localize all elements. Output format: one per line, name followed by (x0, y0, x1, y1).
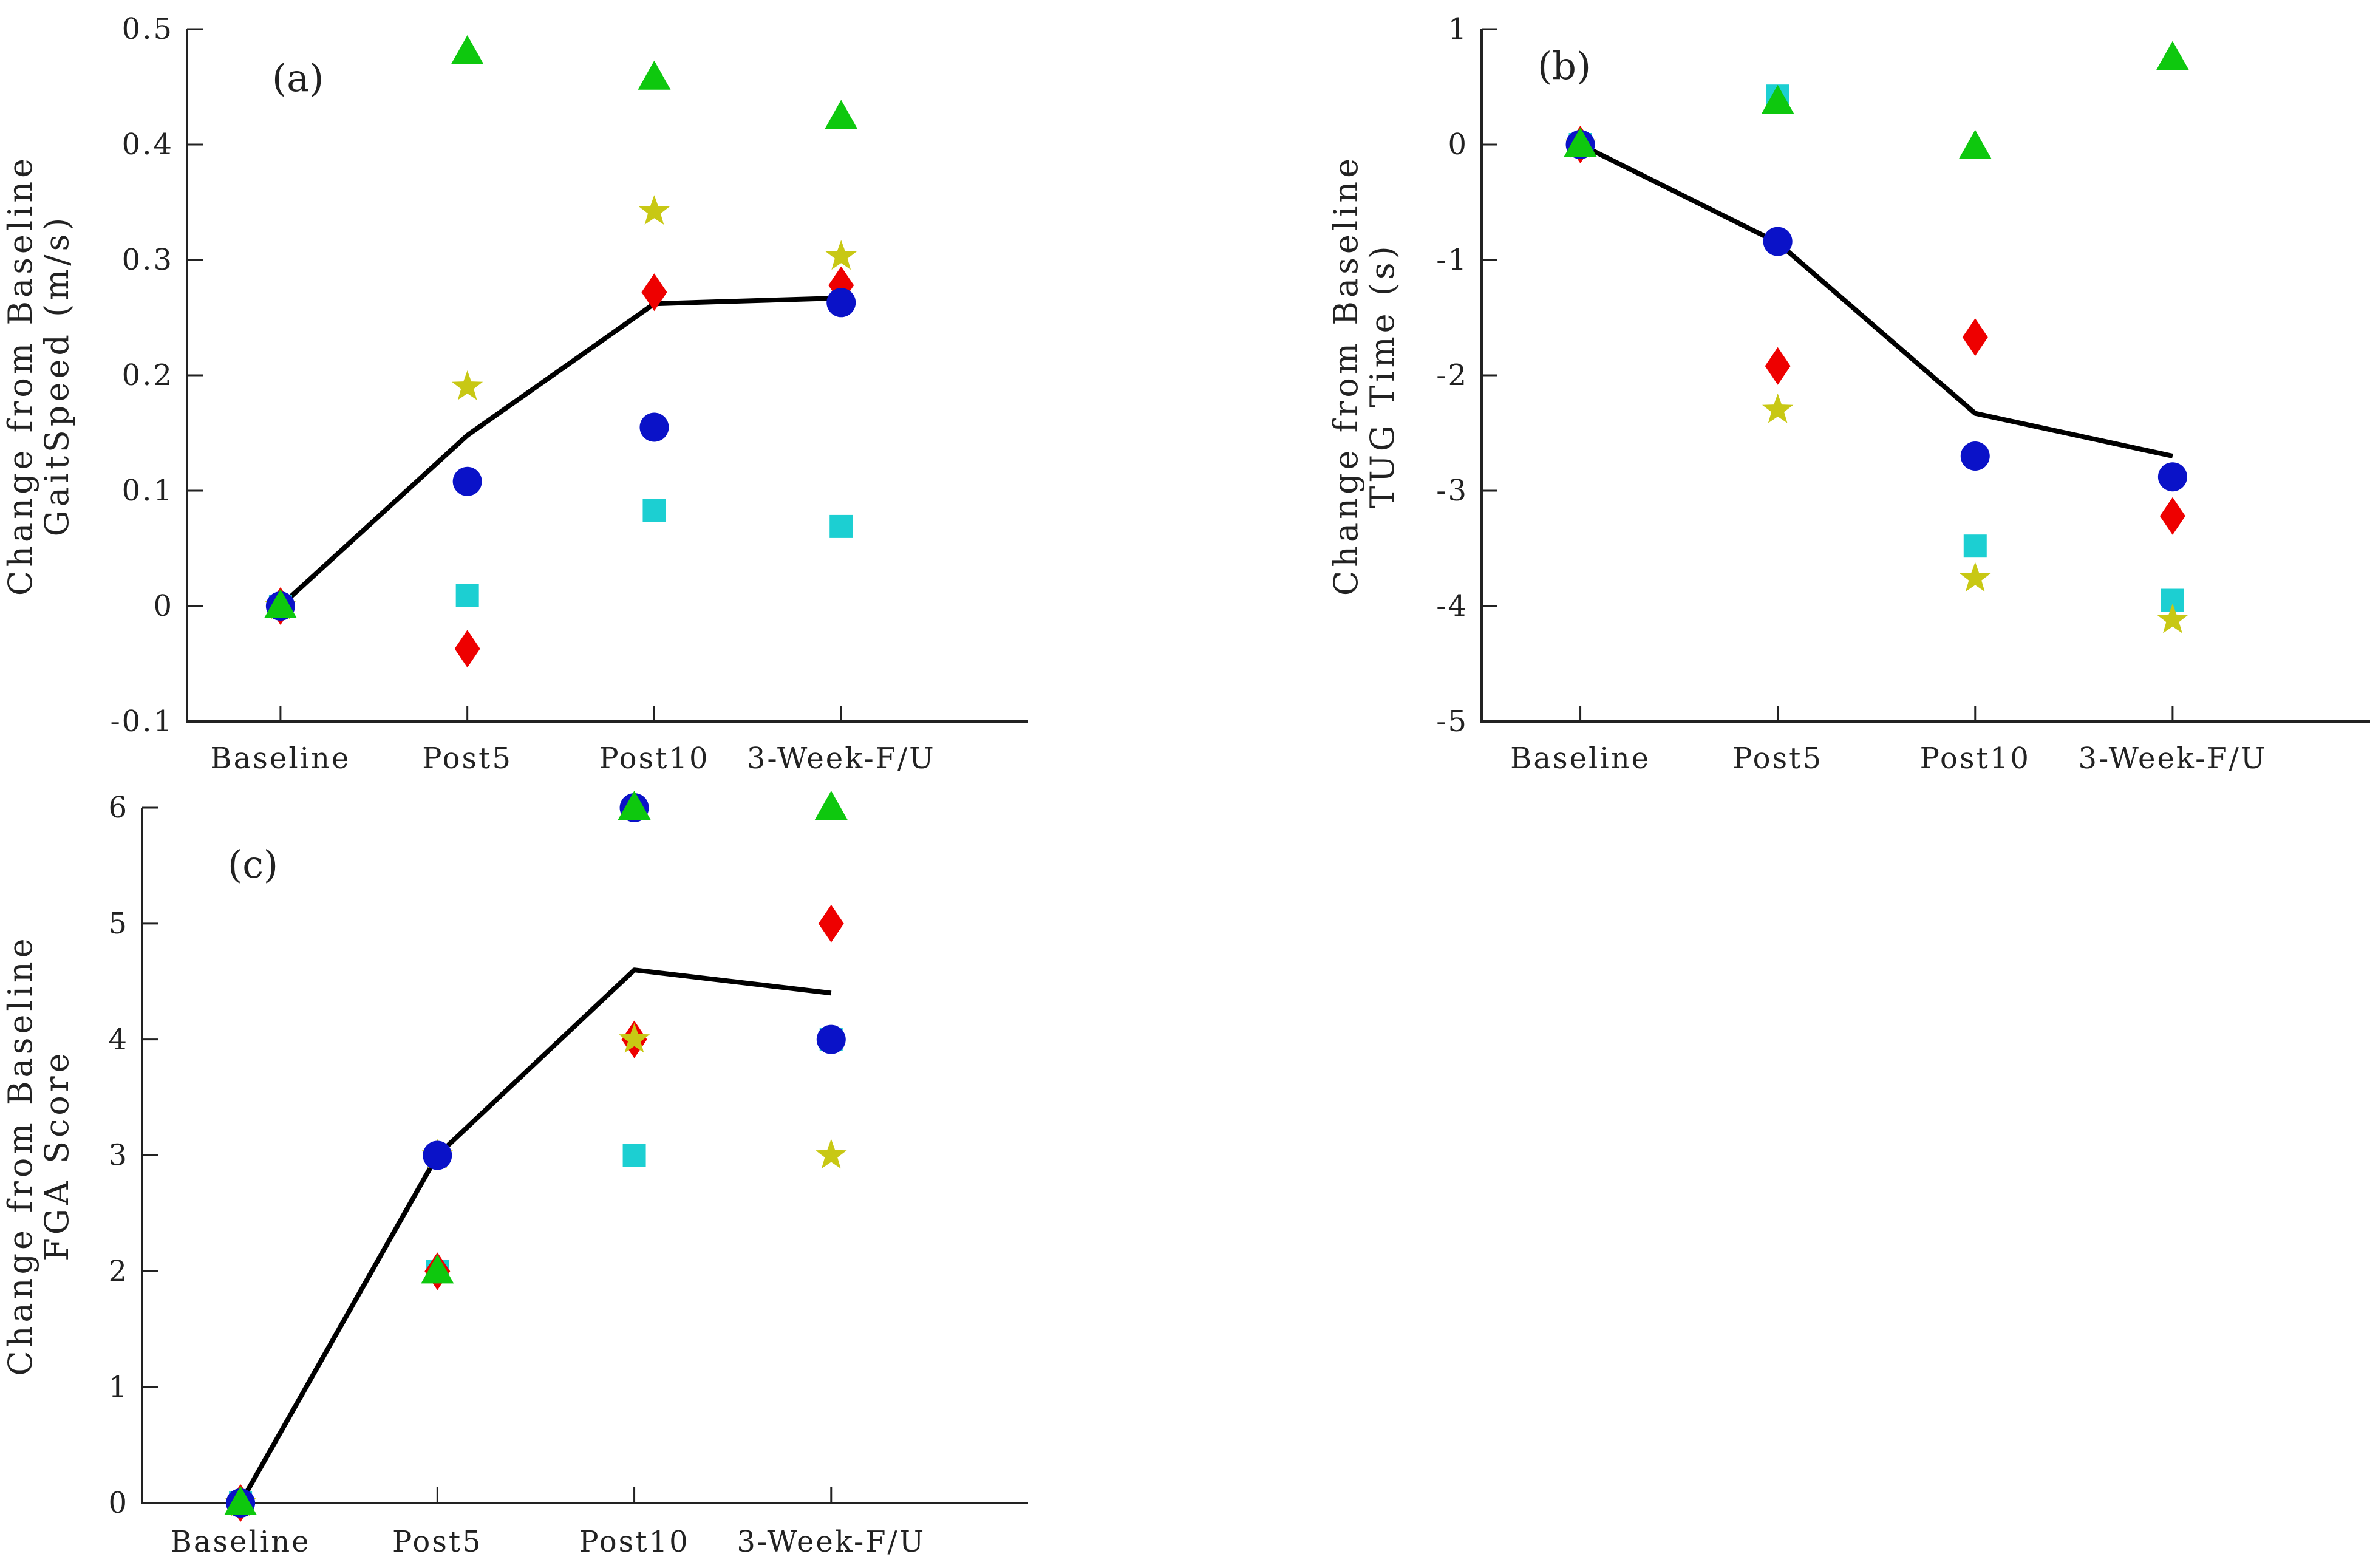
diamond-point (454, 630, 480, 668)
circle-point (639, 412, 669, 442)
y-tick-label: 0.5 (122, 12, 174, 46)
panel-a: -0.1 0 0.1 0.2 0.3 0.4 0.5 Baseline Post5 Post10 3… (1, 12, 1028, 775)
y-tick-label: 0 (153, 589, 174, 623)
square-point (455, 584, 479, 607)
y-tick-label: -2 (1436, 358, 1468, 392)
star-point (618, 1023, 650, 1053)
mean-line (238, 967, 832, 1504)
panel-b: -5 -4 -3 -2 -1 0 1 Baseline Post5 Post10 3-Week-F/… (1327, 12, 2370, 775)
star-point (452, 370, 483, 400)
y-tick-label: -4 (1436, 589, 1468, 623)
square-point (829, 514, 853, 538)
triangle-point (638, 60, 671, 90)
triangle-point (814, 791, 848, 820)
triangle-point (1958, 129, 1992, 159)
y-axis-title-line1: Change from Baseline (1327, 155, 1365, 596)
circle-point (1960, 441, 1990, 471)
panel-label: (b) (1537, 44, 1591, 88)
x-tick-label: Baseline (1510, 741, 1650, 775)
triangle-point (1761, 84, 1794, 114)
triangle-point (2156, 41, 2189, 70)
x-tick-label: 3-Week-F/U (737, 1525, 925, 1559)
square-point (1963, 534, 1987, 558)
x-tick-label: Post5 (1732, 741, 1823, 775)
x-tick-label: Baseline (210, 741, 350, 775)
triangle-point (264, 589, 297, 618)
diamond-point (1765, 347, 1791, 385)
y-tick-label: -3 (1436, 474, 1468, 508)
x-tick-label: Baseline (171, 1525, 311, 1559)
y-tick-label: 2 (108, 1254, 129, 1288)
diamond-point (641, 273, 667, 312)
y-tick-label: -5 (1436, 704, 1468, 738)
y-axis-title-line1: Change from Baseline (1, 935, 39, 1375)
x-tick-label: Post10 (599, 741, 709, 775)
diamond-point (2159, 497, 2185, 535)
y-axis-title-line2: GaitSpeed (m/s) (38, 214, 76, 537)
mean-line (1579, 142, 2173, 458)
circle-point (816, 1024, 846, 1054)
circle-point (1763, 227, 1793, 256)
y-tick-label: 1 (1448, 12, 1468, 46)
diamond-point (818, 904, 844, 943)
star-point (1960, 562, 1991, 592)
y-tick-label: 0.1 (122, 474, 174, 508)
diamond-point (1962, 318, 1988, 356)
y-tick-label: 3 (108, 1139, 129, 1173)
square-point (642, 499, 666, 522)
star-point (1762, 394, 1794, 423)
triangle-point (421, 1254, 454, 1284)
y-tick-label: -1 (1436, 243, 1468, 277)
y-tick-label: 1 (108, 1370, 129, 1404)
x-tick-label: Post10 (579, 1525, 689, 1559)
x-tick-label: Post10 (1920, 741, 2031, 775)
y-tick-label: 4 (108, 1023, 129, 1057)
triangle-point (451, 35, 484, 64)
star-point (825, 240, 857, 270)
y-tick-label: 0 (108, 1486, 129, 1520)
circle-point (826, 288, 856, 318)
y-tick-label: 5 (108, 907, 129, 941)
x-tick-label: 3-Week-F/U (2079, 741, 2267, 775)
star-point (638, 195, 670, 225)
triangle-point (224, 1486, 257, 1515)
y-tick-label: 0.2 (122, 358, 174, 392)
panel-label: (a) (272, 56, 324, 100)
y-tick-label: 0 (1448, 128, 1468, 162)
panel-c: 0 1 2 3 4 5 6 Baseline Post5 Post10 3-Week-F/U Chan… (1, 791, 1028, 1559)
circle-point (423, 1140, 452, 1170)
star-point (2157, 603, 2188, 633)
square-point (622, 1144, 646, 1167)
y-tick-label: -0.1 (110, 704, 174, 738)
mean-line (279, 295, 842, 608)
star-point (816, 1139, 847, 1169)
y-axis-title-line2: TUG Time (s) (1363, 242, 1401, 508)
y-tick-label: 6 (108, 791, 129, 825)
y-axis-title-line1: Change from Baseline (1, 155, 39, 596)
y-axis-title-line2: FGA Score (38, 1049, 76, 1261)
circle-point (2157, 462, 2187, 492)
x-tick-label: Post5 (422, 741, 512, 775)
triangle-point (618, 791, 651, 820)
x-tick-label: 3-Week-F/U (747, 741, 936, 775)
circle-point (452, 466, 482, 496)
y-tick-label: 0.3 (122, 243, 174, 277)
panel-label: (c) (228, 842, 278, 887)
y-tick-label: 0.4 (122, 128, 174, 162)
triangle-point (1564, 128, 1597, 157)
triangle-point (825, 100, 858, 129)
x-tick-label: Post5 (392, 1525, 483, 1559)
